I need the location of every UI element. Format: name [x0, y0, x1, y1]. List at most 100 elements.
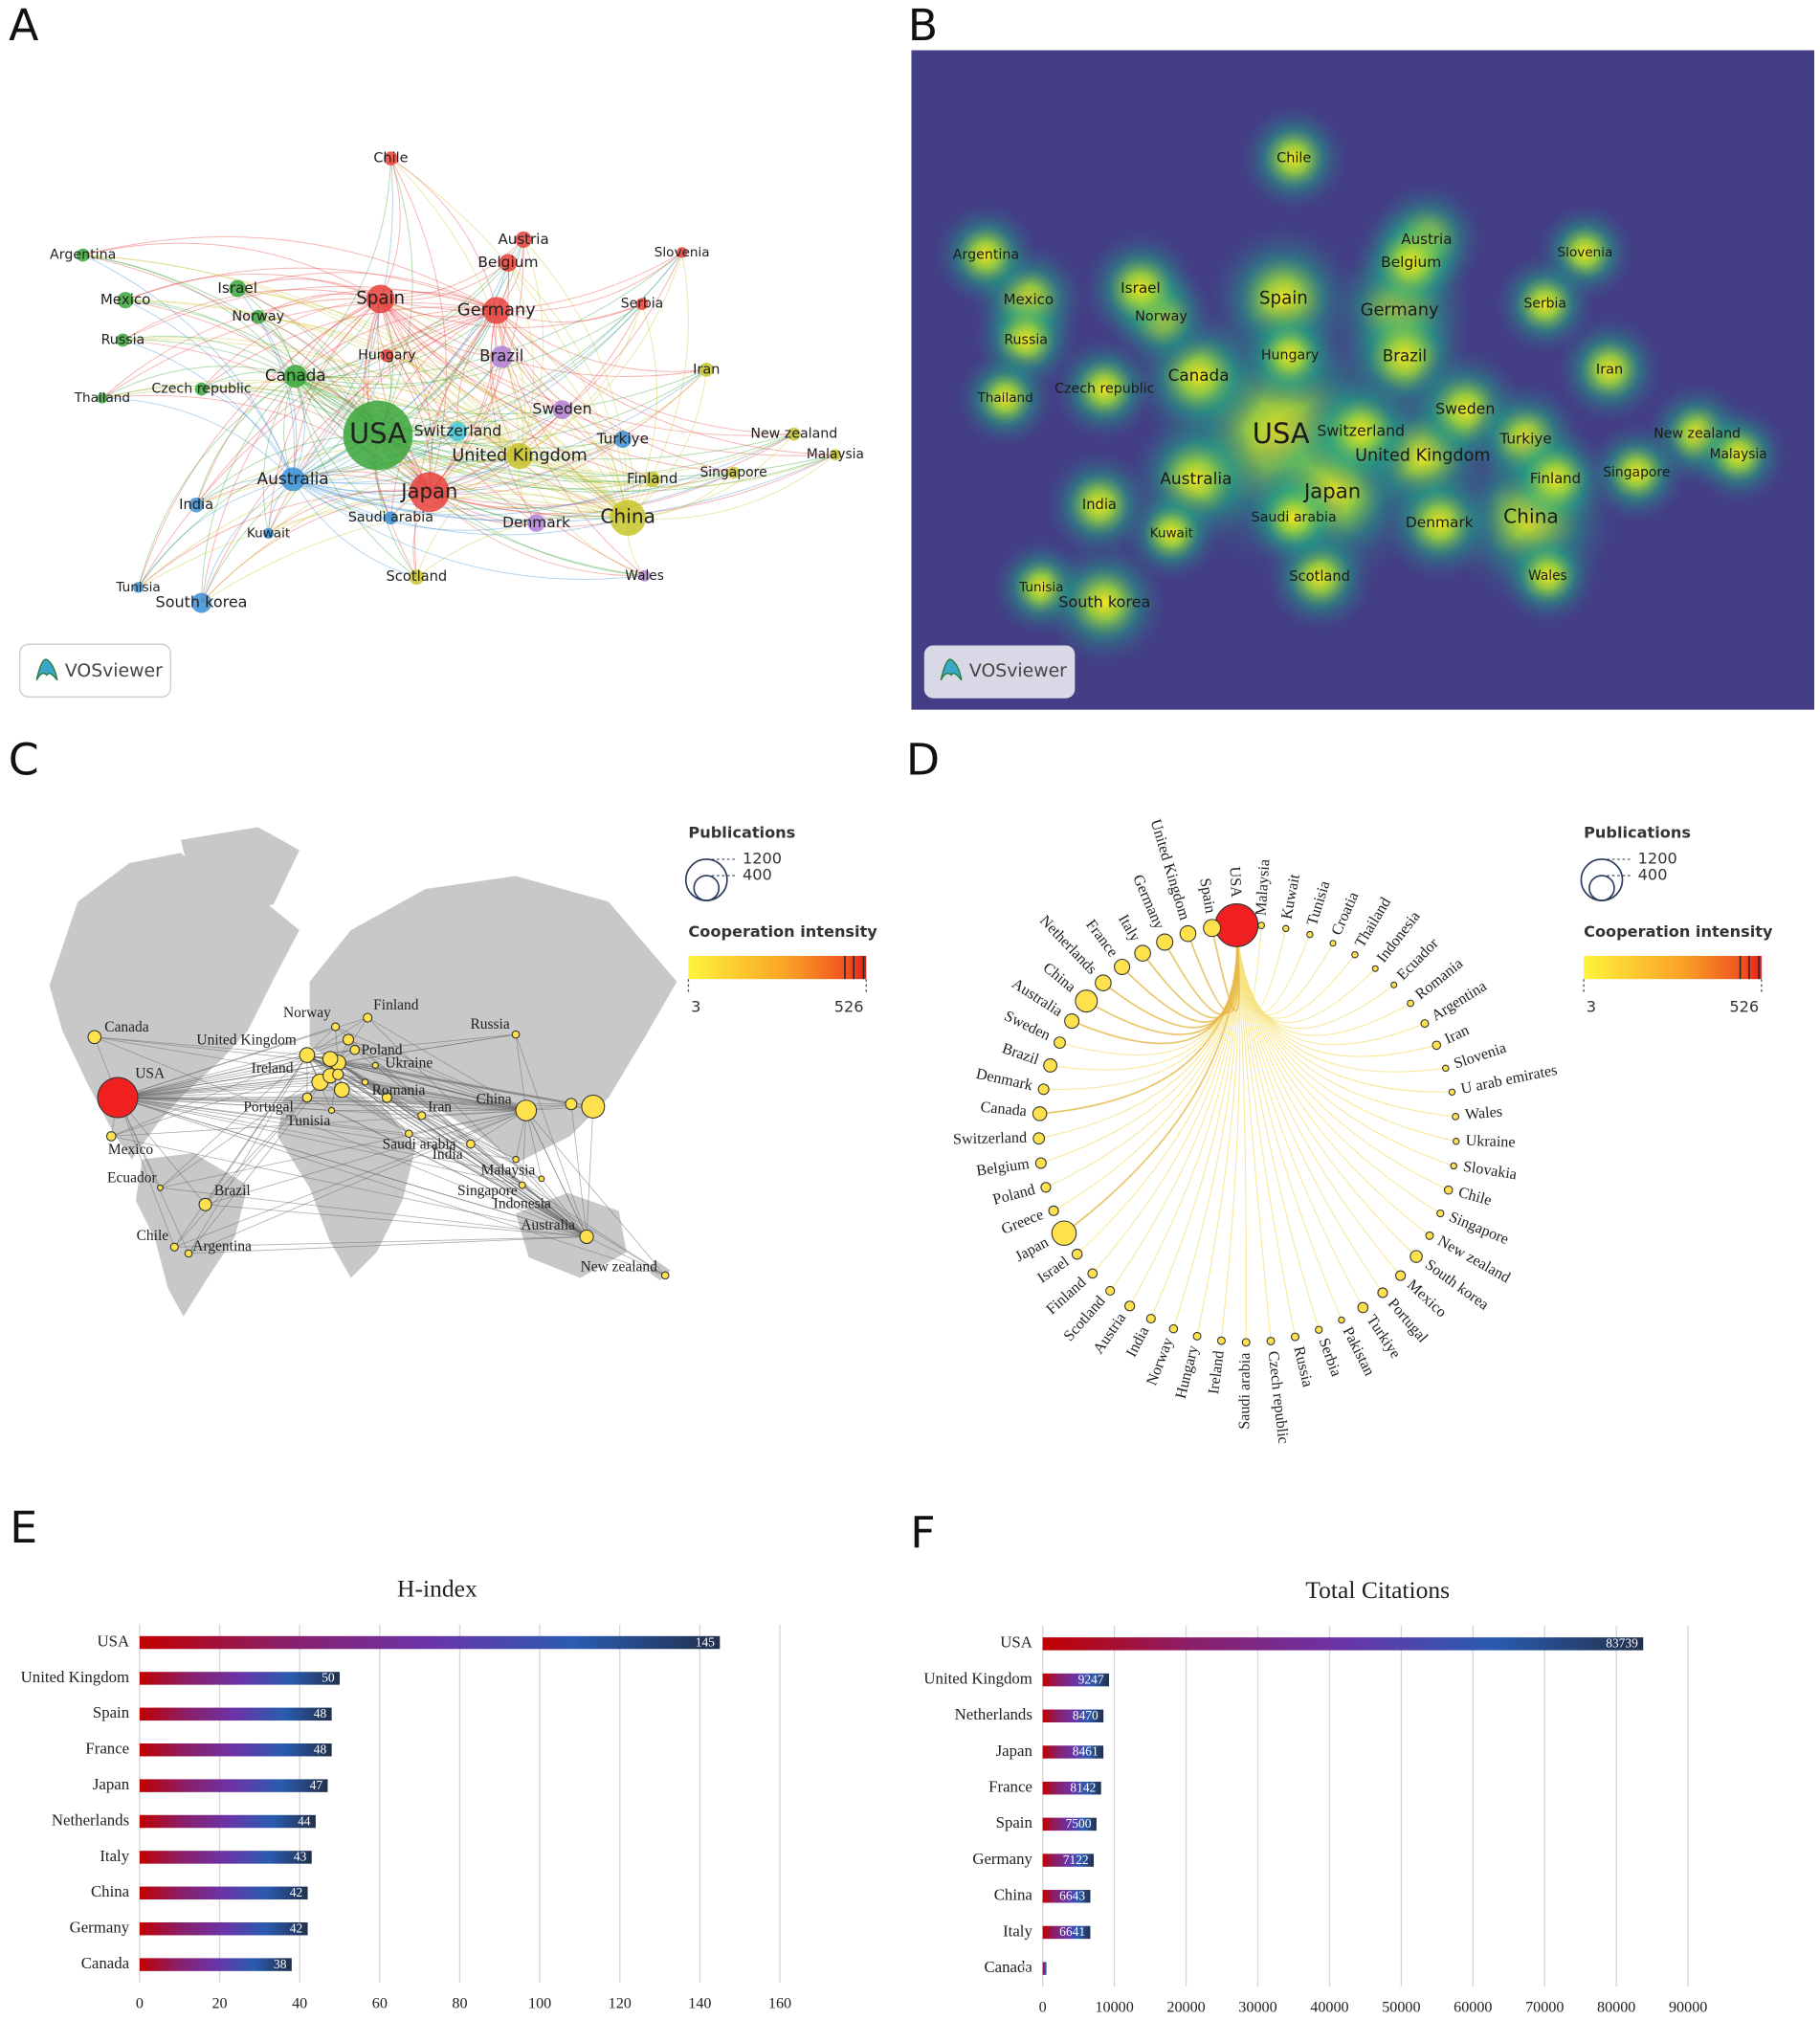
network-edge [201, 381, 521, 456]
network-label: China [600, 505, 655, 528]
chord-node [1371, 965, 1379, 972]
value-label: 9247 [1078, 1672, 1104, 1686]
density-label: Austria [1401, 231, 1452, 248]
chord-label: Canada [980, 1099, 1028, 1121]
map-label: New zealand [581, 1258, 658, 1275]
network-edge [138, 375, 297, 588]
map-node [565, 1098, 578, 1111]
bar [1042, 1962, 1047, 1975]
density-label: India [1082, 497, 1117, 513]
network-edge [628, 454, 836, 520]
map-node [404, 1129, 413, 1139]
network-node [97, 392, 108, 404]
map-link [329, 1075, 588, 1237]
chart-title: Total Citations [1305, 1576, 1450, 1604]
network-label: Canada [265, 366, 326, 385]
intensity-label: 526 [1729, 997, 1759, 1015]
intensity-label: 526 [834, 997, 864, 1015]
chord-label: Wales [1464, 1104, 1502, 1123]
network-edge [122, 339, 294, 480]
y-tick-label: China [91, 1882, 130, 1900]
network-edge [377, 303, 643, 436]
network-edge [82, 255, 629, 519]
map-node [581, 1094, 606, 1119]
bar [139, 1958, 292, 1971]
network-node [613, 431, 632, 449]
map-node [87, 1030, 102, 1045]
network-edge [507, 262, 535, 456]
network-edge [519, 455, 653, 484]
network-edge [82, 255, 379, 436]
network-edge [195, 474, 430, 506]
chord-node [1145, 1314, 1156, 1324]
network-label: Finland [627, 470, 677, 487]
network-edge [500, 356, 629, 519]
network-label: Argentina [50, 248, 116, 263]
network-node [384, 151, 398, 166]
density-label: Saudi arabia [1252, 510, 1337, 525]
x-tick-label: 70000 [1525, 2000, 1564, 2016]
map-node [184, 1249, 193, 1258]
value-label: 83739 [1606, 1636, 1638, 1651]
network-edge [292, 310, 498, 480]
network-node [132, 582, 144, 593]
map-label: Romania [372, 1082, 426, 1099]
network-edge [380, 262, 509, 300]
chord-node [1306, 930, 1314, 939]
network-node [280, 467, 305, 492]
network-edge [292, 158, 393, 480]
density-label: Spain [1259, 288, 1308, 308]
map-label: Norway [283, 1005, 331, 1021]
network-label: Norway [232, 309, 284, 324]
map-link [338, 1062, 526, 1111]
map-label: India [433, 1146, 463, 1163]
y-tick-label: France [85, 1740, 129, 1758]
network-edge [377, 158, 413, 436]
chord-node [1329, 940, 1337, 947]
chord-label: USA [1226, 866, 1244, 898]
map-link [342, 1089, 588, 1237]
map-label: Ireland [252, 1060, 294, 1077]
landmass [180, 827, 300, 918]
network-edge [101, 385, 379, 436]
network-edge [124, 273, 381, 301]
network-edge [138, 298, 381, 588]
map-link [387, 1097, 526, 1111]
legend-title: Publications [1584, 824, 1691, 842]
map-link [117, 1097, 588, 1237]
map-link [331, 1110, 588, 1237]
network-node [448, 422, 468, 441]
network-edge [380, 299, 521, 457]
network-edge [82, 242, 381, 300]
network-edge [627, 369, 707, 519]
y-tick-label: USA [1000, 1633, 1032, 1652]
value-label: 8142 [1070, 1780, 1096, 1794]
density-glow [1497, 525, 1599, 627]
network-edge [380, 299, 433, 493]
network-edge [257, 316, 521, 456]
chord-node [1203, 919, 1222, 938]
network-edge [519, 455, 645, 577]
network-edge [293, 369, 707, 485]
network-edge [295, 375, 623, 449]
network-edge [507, 262, 629, 519]
legend-size-label: 1200 [743, 849, 782, 867]
network-node [229, 279, 247, 298]
map-label: Singapore [457, 1183, 518, 1199]
network-edge [377, 434, 734, 493]
chord-node [1075, 989, 1099, 1013]
map-link [421, 1115, 588, 1237]
x-tick-label: 60 [372, 1996, 388, 2012]
network-node [527, 514, 545, 532]
network-edge [292, 478, 537, 531]
network-edge [201, 375, 297, 604]
map-label: Ukraine [385, 1055, 433, 1072]
network-edge [292, 478, 417, 578]
x-tick-label: 80000 [1597, 2000, 1635, 2016]
network-label: Germany [457, 300, 536, 320]
chord-node [1179, 924, 1197, 943]
map-link [347, 1039, 588, 1237]
network-edge [295, 356, 502, 389]
network-node [644, 471, 660, 488]
network-label: Belgium [477, 254, 538, 271]
